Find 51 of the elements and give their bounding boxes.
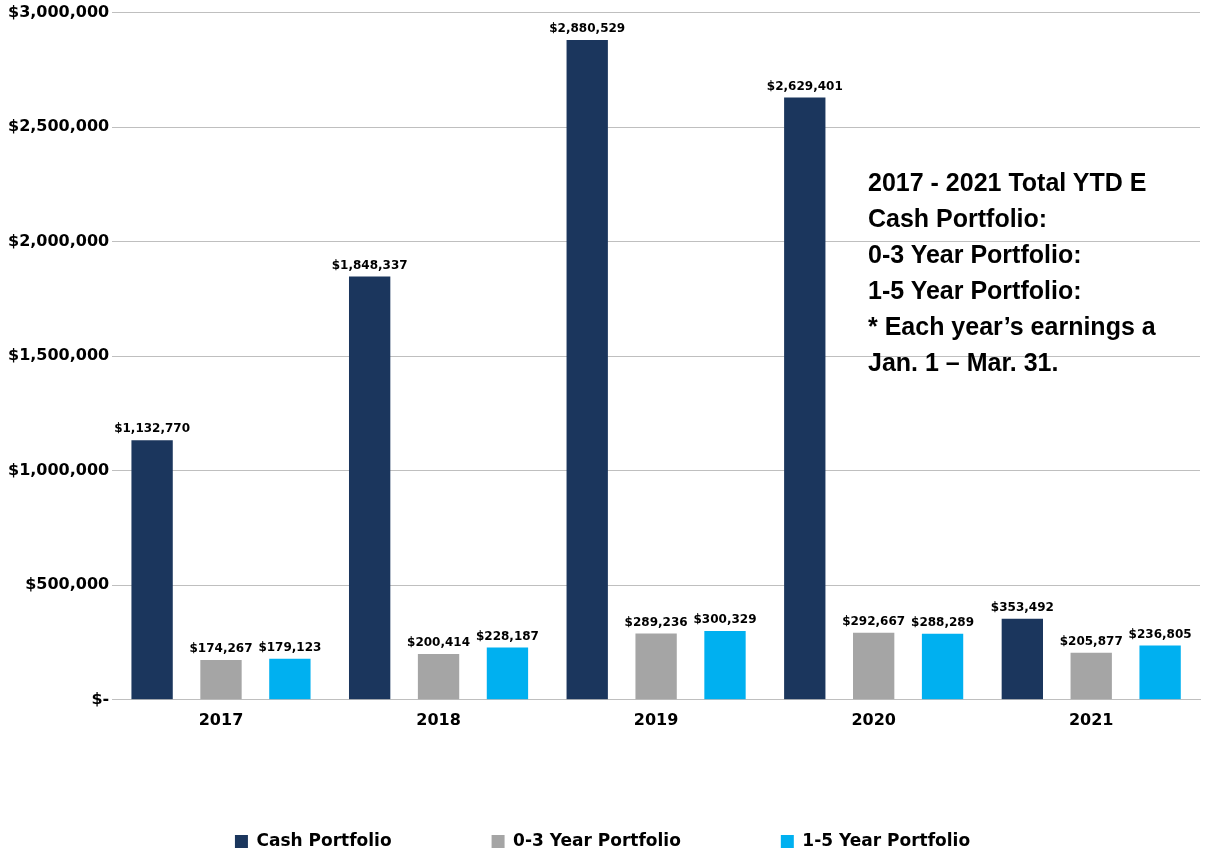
bar <box>1070 652 1112 700</box>
x-tick-label: 2020 <box>851 709 896 729</box>
data-label: $353,492 <box>990 599 1054 614</box>
y-tick-label: $500,000 <box>25 574 110 594</box>
y-tick-label: $1,000,000 <box>8 459 110 479</box>
annotation: 1-5 Year Portfolio: <box>868 276 1082 305</box>
bar <box>566 39 608 700</box>
bar <box>486 647 529 700</box>
bar <box>200 659 242 700</box>
y-tick-label: $- <box>91 688 110 708</box>
data-label: $1,848,337 <box>331 257 408 272</box>
bar <box>853 632 895 700</box>
bar <box>131 440 173 700</box>
bar <box>784 97 826 700</box>
annotation: * Each year’s earnings a <box>868 312 1157 341</box>
bar <box>704 631 746 700</box>
data-label: $2,880,529 <box>549 21 626 36</box>
data-label: $236,805 <box>1128 626 1192 641</box>
bar <box>921 633 964 700</box>
legend-label: Cash Portfolio <box>256 829 392 850</box>
legend-label: 0-3 Year Portfolio <box>513 829 681 850</box>
data-label: $289,236 <box>624 614 688 629</box>
bar <box>348 276 391 700</box>
bar <box>1001 618 1043 700</box>
annotation: 2017 - 2021 Total YTD E <box>868 168 1147 197</box>
x-tick-label: 2019 <box>633 709 679 729</box>
data-label: $174,267 <box>189 641 253 656</box>
data-label: $292,667 <box>842 613 906 628</box>
bar <box>635 633 677 700</box>
annotation: Jan. 1 – Mar. 31. <box>868 348 1059 377</box>
x-tick-label: 2017 <box>198 709 244 729</box>
data-label: $288,289 <box>911 614 975 629</box>
data-label: $1,132,770 <box>114 421 191 436</box>
data-label: $2,629,401 <box>766 78 843 93</box>
y-tick-label: $3,000,000 <box>8 1 110 21</box>
annotation: Cash Portfolio: <box>868 204 1048 233</box>
data-label: $200,414 <box>407 635 471 650</box>
x-tick-label: 2021 <box>1068 709 1114 729</box>
annotation: 0-3 Year Portfolio: <box>868 240 1082 269</box>
x-tick-label: 2018 <box>416 709 461 729</box>
legend-label: 1-5 Year Portfolio <box>802 829 971 850</box>
data-label: $205,877 <box>1059 633 1123 648</box>
y-tick-label: $2,500,000 <box>8 116 110 136</box>
y-tick-label: $1,500,000 <box>8 345 110 365</box>
bar <box>1139 645 1181 700</box>
bar <box>417 653 460 700</box>
data-label: $300,329 <box>693 612 757 627</box>
data-label: $179,123 <box>258 639 322 654</box>
data-label: $228,187 <box>475 628 539 643</box>
bar <box>269 658 311 700</box>
y-tick-label: $2,000,000 <box>8 230 110 250</box>
